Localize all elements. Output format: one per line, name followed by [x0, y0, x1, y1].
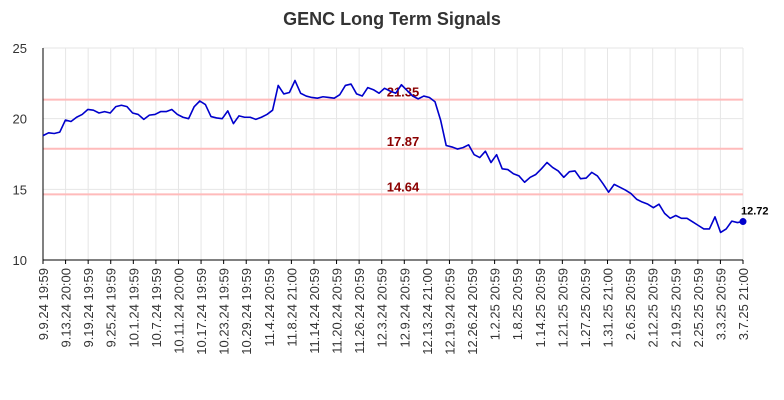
x-tick-label: 1.8.25 20:59	[510, 268, 525, 340]
x-tick-label: 9.13.24 20:00	[59, 268, 74, 348]
x-tick-label: 3.3.25 20:59	[713, 268, 728, 340]
grid	[42, 47, 744, 261]
y-tick-label: 20	[13, 112, 27, 127]
tick-labels: 10 15 20 25 9.9.24 19:59 9.13.24 20:00 9.19.24…	[13, 41, 751, 355]
x-tick-label: 2.19.25 20:59	[668, 268, 683, 348]
x-tick-label: 10.17.24 19:59	[194, 268, 209, 355]
x-tick-label: 2.6.25 20:59	[623, 268, 638, 340]
x-tick-label: 10.29.24 19:59	[239, 268, 254, 355]
y-tick-label: 25	[13, 41, 27, 56]
x-tick-label: 10.1.24 19:59	[126, 268, 141, 348]
axes	[42, 48, 744, 264]
x-tick-label: 10.11.24 20:00	[171, 268, 186, 354]
x-tick-label: 11.20.24 20:59	[330, 268, 345, 354]
x-tick-label: 11.8.24 21:00	[284, 268, 299, 347]
x-tick-label: 11.4.24 20:59	[262, 268, 277, 347]
last-value-label: 12.72	[741, 206, 769, 218]
x-tick-label: 12.19.24 20:59	[442, 268, 457, 355]
signal-label: 21.35	[387, 85, 420, 100]
x-tick-label: 12.26.24 20:59	[465, 268, 480, 355]
x-tick-label: 10.23.24 19:59	[217, 268, 232, 355]
x-tick-label: 1.31.25 21:00	[601, 268, 616, 348]
y-tick-label: 10	[13, 253, 27, 268]
x-tick-label: 10.7.24 19:59	[149, 268, 164, 348]
x-tick-label: 11.26.24 20:59	[352, 268, 367, 354]
chart-title: GENC Long Term Signals	[283, 9, 501, 29]
x-tick-label: 1.27.25 20:59	[578, 268, 593, 348]
last-point-marker	[739, 218, 747, 226]
series-line	[42, 79, 744, 234]
x-tick-label: 9.19.24 19:59	[81, 268, 96, 348]
x-tick-label: 3.7.25 21:00	[736, 268, 751, 340]
signal-lines: 21.35 17.87 14.64	[43, 85, 743, 196]
x-tick-label: 1.21.25 20:59	[555, 268, 570, 348]
x-tick-label: 9.25.24 19:59	[104, 268, 119, 348]
signal-label: 17.87	[387, 134, 420, 149]
x-tick-label: 1.14.25 20:59	[533, 268, 548, 348]
series: 12.72	[42, 79, 769, 234]
signal-label: 14.64	[387, 179, 420, 194]
x-tick-label: 9.9.24 19:59	[36, 268, 51, 340]
x-tick-label: 2.12.25 20:59	[646, 268, 661, 348]
x-tick-label: 12.3.24 20:59	[375, 268, 390, 348]
y-tick-label: 15	[13, 182, 27, 197]
x-tick-label: 11.14.24 20:59	[307, 268, 322, 354]
x-tick-label: 12.9.24 20:59	[397, 268, 412, 348]
x-tick-label: 12.13.24 21:00	[420, 268, 435, 355]
x-tick-label: 1.2.25 20:59	[488, 268, 503, 340]
x-tick-label: 2.25.25 20:59	[691, 268, 706, 348]
